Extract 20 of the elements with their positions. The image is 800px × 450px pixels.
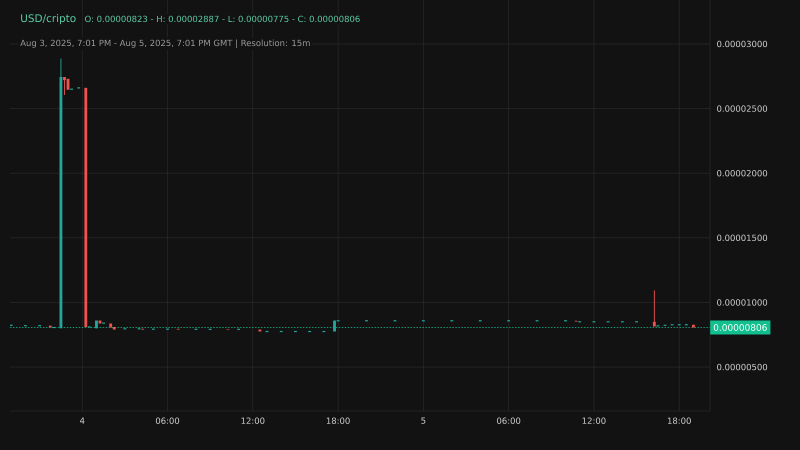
x-tick-label: 12:00 [582, 418, 606, 424]
x-tick-label: 18:00 [668, 418, 691, 424]
annotation: Aug 3, 2025, 7:01 PM - Aug 5, 2025, 7:01 PM GMT | Resolution: 15m [20, 40, 310, 48]
x-tick-label: 18:00 [326, 418, 350, 424]
text: USD/cripto [21, 14, 76, 24]
y-tick-label: 0.00002500 [717, 105, 768, 112]
candlestick [652, 290, 656, 327]
candlestick [63, 76, 66, 96]
y-tick-label: 0.00001500 [717, 234, 768, 242]
x-tick-label: 5 [421, 418, 426, 424]
x-tick-label: 06:00 [156, 418, 180, 424]
annotation: O: 0.00000823 - H: 0.00002887 - L: 0.00000775 - C: 0.00000806 [85, 16, 360, 22]
ref-line-label: 0.00000806 [714, 324, 767, 331]
x-tick-label: 06:00 [497, 418, 520, 424]
x-tick-label: 12:00 [242, 418, 264, 424]
y-tick-label: 0.00002000 [717, 170, 768, 176]
y-tick-label: 0.00003000 [717, 40, 768, 48]
y-tick-label: 0.00001000 [717, 299, 768, 306]
x-tick-label: 4 [80, 418, 84, 424]
y-tick-label: 0.00000500 [717, 364, 768, 370]
